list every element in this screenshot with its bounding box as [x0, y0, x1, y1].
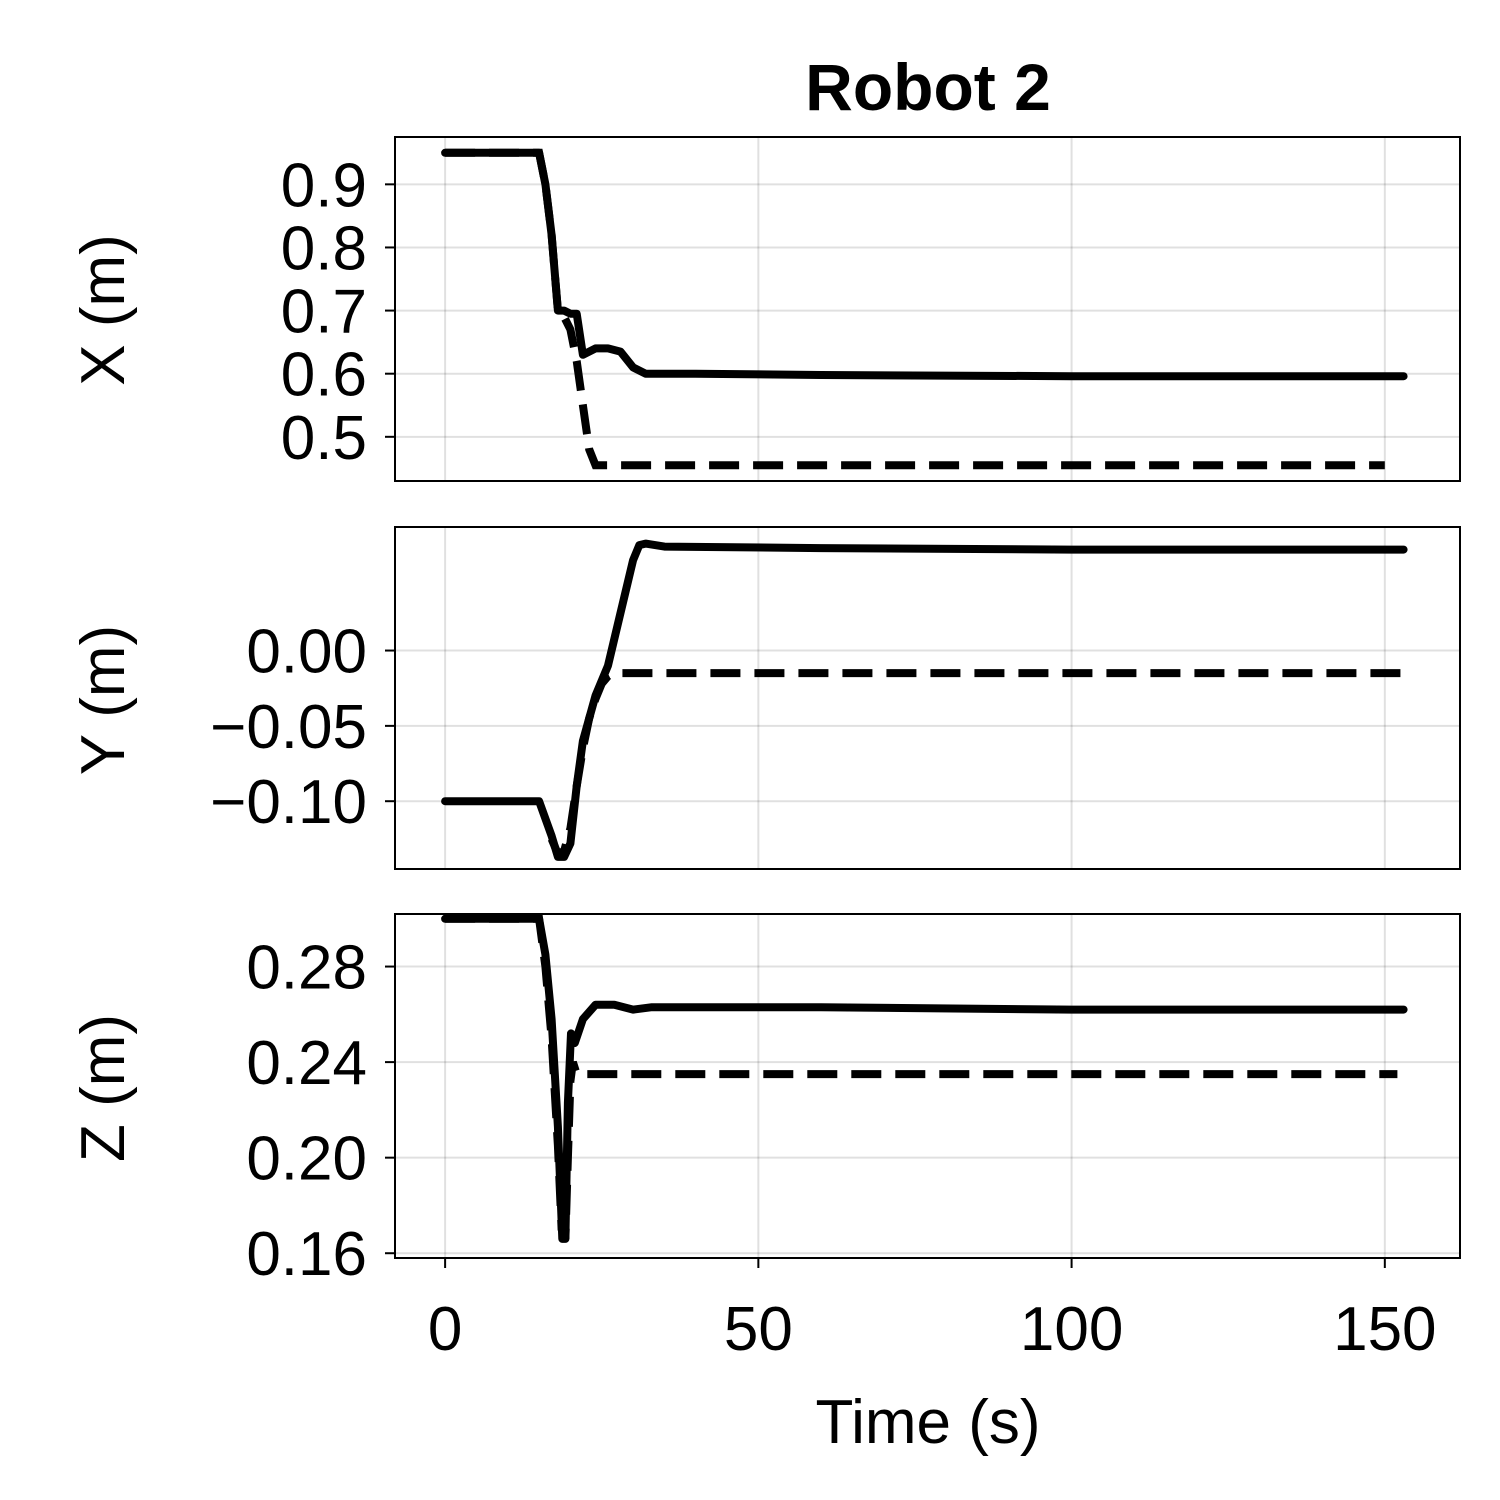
plot-frame: [394, 526, 1461, 870]
plot-frame: [394, 913, 1461, 1259]
x-tick-label: 50: [724, 1295, 793, 1364]
series-x-solid: [441, 148, 1408, 381]
y-tick-label: 0.20: [246, 1125, 367, 1194]
x-tick-label: 0: [428, 1295, 462, 1364]
y-tick-label: −0.10: [210, 768, 367, 837]
series-y-dashed: [547, 669, 1404, 860]
x-axis-label: Time (s): [816, 1388, 1041, 1457]
y-tick-label: 0.00: [246, 618, 367, 687]
y-tick-label: 0.28: [246, 934, 367, 1003]
y-axis-label-x: X (m): [69, 234, 138, 386]
y-tick-label: 0.8: [281, 214, 367, 283]
y-tick-label: 0.7: [281, 278, 367, 347]
series-x-dashed: [445, 148, 1385, 470]
y-tick-label: 0.9: [281, 151, 367, 220]
x-tick-label: 100: [1020, 1295, 1123, 1364]
y-tick-label: 0.24: [246, 1029, 367, 1098]
y-axis-label-y: Y (m): [69, 625, 138, 775]
y-tick-label: 0.16: [246, 1220, 367, 1289]
subplot-y: −0.10−0.050.00 Y (m): [69, 526, 1461, 870]
y-axis-label-z: Z (m): [69, 1014, 138, 1162]
y-tick-label: 0.5: [281, 404, 367, 473]
y-tick-label: 0.6: [281, 341, 367, 410]
chart-title: Robot 2: [805, 50, 1051, 124]
series-z-dashed: [445, 914, 1398, 1241]
subplot-z: 0.16 0.20 0.24 0.28 Z (m) 0 50 100 150: [69, 913, 1461, 1364]
y-tick-label: −0.05: [210, 693, 367, 762]
plot-frame: [394, 136, 1461, 482]
subplot-x: 0.50.60.70.80.9 X (m): [69, 136, 1461, 482]
x-tick-label: 150: [1333, 1295, 1436, 1364]
series-y-solid: [441, 539, 1408, 861]
